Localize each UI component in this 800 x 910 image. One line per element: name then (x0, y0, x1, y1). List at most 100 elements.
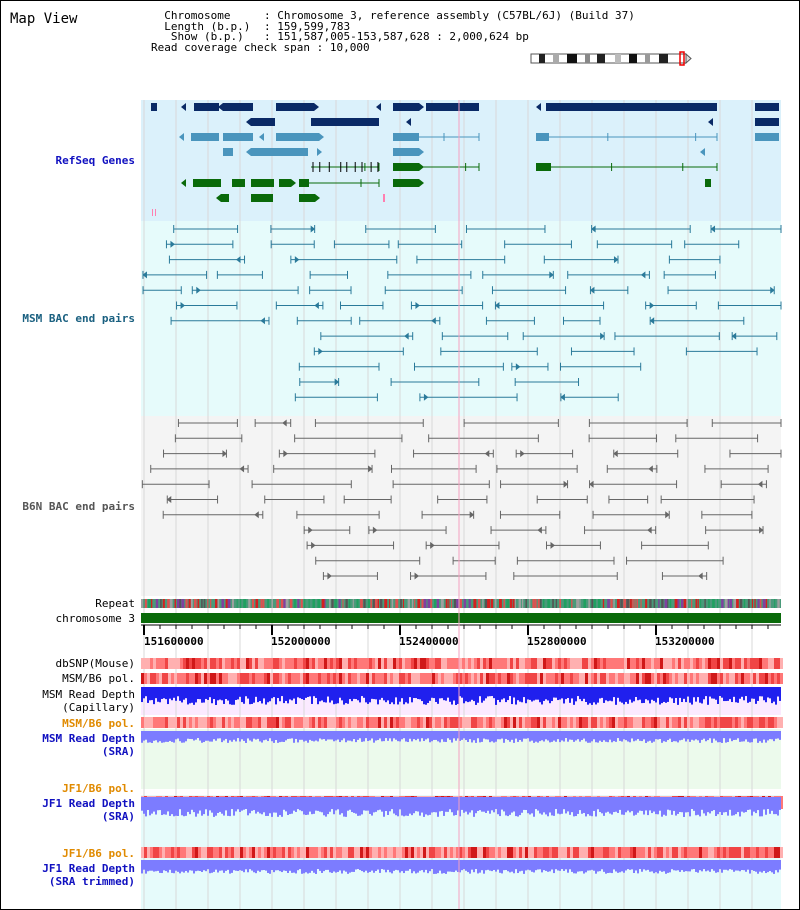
length-value: 159,599,783 (277, 19, 351, 33)
bac-end-pair (313, 347, 404, 356)
bac-end-pair (278, 449, 376, 458)
bac-end-pair (663, 270, 716, 279)
bac-end-pair (710, 225, 782, 233)
show-value: 151,587,005-153,587,628 : 2,000,624 bp (277, 30, 529, 43)
bac-end-pair (606, 464, 658, 473)
bac-end-pair (290, 255, 398, 264)
bac-end-pair (303, 526, 351, 535)
chromosome-bar[interactable] (141, 613, 781, 623)
bac-end-pair (588, 434, 658, 443)
bac-end-pair (309, 270, 349, 279)
refseq-gene-models[interactable] (151, 103, 779, 216)
msm-capillary-depth (141, 687, 781, 705)
bac-end-pair (413, 449, 494, 458)
bac-end-pair (440, 347, 538, 356)
bac-end-pair (270, 240, 315, 249)
refseq-gene (246, 118, 779, 126)
b6n-bac-end-pairs[interactable] (141, 419, 782, 580)
ruler-tick-label: 152800000 (527, 635, 587, 648)
bac-end-pair (515, 449, 574, 458)
track-label-msm-bac[interactable]: MSM BAC end pairs (22, 312, 135, 325)
bac-end-pair (649, 316, 745, 325)
bac-end-pair (359, 316, 441, 325)
bac-end-pair (264, 495, 325, 504)
bac-end-pair (251, 480, 352, 489)
refseq-gene (179, 133, 779, 141)
bac-end-pair (387, 270, 472, 279)
variation-tracks[interactable] (141, 658, 783, 874)
bac-end-pair (667, 286, 775, 295)
bac-end-pair (668, 255, 721, 264)
refseq-gene (216, 194, 320, 202)
bac-end-pair (150, 464, 249, 473)
bac-end-pair (731, 332, 778, 341)
track-label-msm-pol-1: MSM/B6 pol. (62, 672, 135, 685)
track-label-jf1-depth: JF1 Read Depth (42, 797, 135, 810)
bac-end-pair (299, 378, 340, 386)
bac-end-pair (294, 434, 403, 443)
bac-end-pair (490, 526, 547, 535)
length-label: Length (b.p.) (164, 19, 251, 33)
msm-bac-end-pairs[interactable] (142, 225, 782, 402)
bac-end-pair (162, 510, 264, 519)
msm-bac-track-bg (141, 221, 781, 416)
bac-end-pair (685, 347, 758, 356)
msm-pol-strip-2 (141, 717, 783, 728)
track-label-jf1-depth-sub: (SRA) (102, 810, 135, 823)
ruler-tick-label: 152400000 (399, 635, 459, 648)
bac-end-pair (428, 434, 539, 443)
bac-end-pair (390, 464, 477, 473)
bac-end-pair (513, 572, 618, 580)
bac-end-pair (141, 480, 210, 489)
bac-end-pair (142, 286, 182, 295)
bac-end-pair (425, 541, 500, 550)
bac-end-pair (410, 572, 487, 580)
bac-end-pair (588, 419, 688, 427)
chromosome-ideogram[interactable] (530, 51, 692, 66)
bac-end-pair (567, 270, 650, 279)
bac-end-pair (254, 419, 292, 427)
bac-end-pair (390, 378, 480, 386)
jf1-sra-depth (141, 797, 781, 817)
bac-end-pair (333, 240, 390, 249)
track-label-dbsnp: dbSNP(Mouse) (56, 657, 135, 670)
bac-end-pair (499, 510, 561, 519)
bac-end-pair (485, 316, 535, 325)
bac-end-pair (343, 495, 392, 504)
bac-end-pair (560, 393, 619, 402)
bac-end-pair (384, 286, 463, 295)
chromosome-label: Chromosome (164, 9, 231, 22)
dbsnp-strip (141, 658, 783, 669)
repeat-track[interactable] (141, 599, 781, 608)
bac-end-pair (504, 240, 572, 249)
bac-end-pair (452, 556, 496, 565)
bac-end-pair (608, 495, 649, 504)
track-label-msm-depth-cap: MSM Read Depth (42, 688, 135, 701)
bac-end-pair (591, 225, 691, 233)
bac-end-pair (416, 255, 506, 264)
track-label-chromosome: chromosome 3 (56, 612, 135, 625)
ruler-tick-label: 153200000 (655, 635, 715, 648)
bac-end-pair (273, 464, 373, 473)
bac-end-pair (543, 255, 619, 264)
map-view-title: Map View (10, 11, 78, 27)
bac-end-pair (163, 449, 227, 458)
bac-end-pair (645, 301, 697, 310)
b6n-bac-track-bg (141, 416, 781, 596)
bac-end-pair (441, 332, 509, 341)
ruler-tick-label: 152000000 (271, 635, 331, 648)
track-label-refseq-genes[interactable]: RefSeq Genes (56, 154, 135, 167)
bac-end-pair (536, 495, 588, 504)
msm-sra-depth (141, 731, 781, 743)
bac-end-pair (339, 301, 384, 310)
track-label-b6n-bac[interactable]: B6N BAC end pairs (22, 500, 135, 513)
bac-end-pair (296, 316, 352, 325)
bac-end-pair (298, 362, 380, 371)
track-label-repeat: Repeat (95, 597, 135, 610)
bac-end-pair (322, 572, 378, 580)
bac-end-pair (613, 449, 679, 458)
track-label-jf1-pol-1: JF1/B6 pol. (62, 782, 135, 795)
bac-end-pair (173, 225, 239, 233)
bac-end-pair (168, 255, 246, 264)
